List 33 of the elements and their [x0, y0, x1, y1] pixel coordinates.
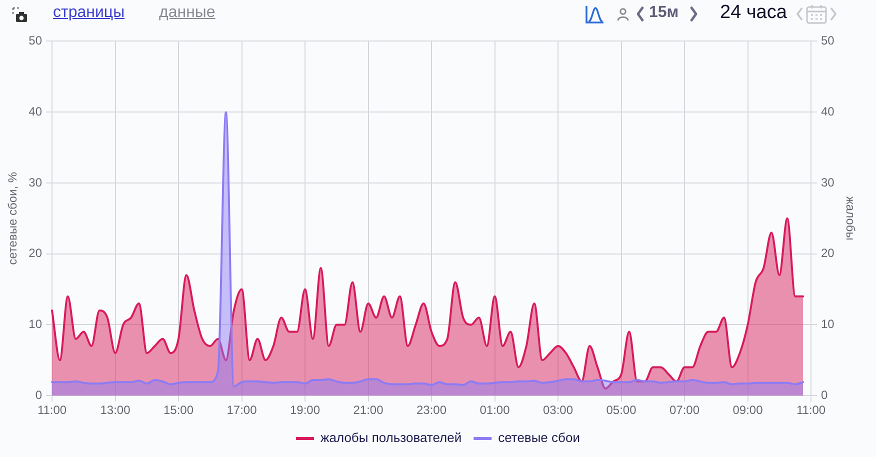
y2-tick-label: 30: [821, 175, 835, 190]
y-tick-label: 10: [28, 317, 42, 332]
y-tick-label: 50: [28, 34, 42, 48]
y-tick-label: 20: [28, 246, 42, 260]
x-tick-label: 11:00: [37, 403, 67, 418]
x-tick-label: 15:00: [163, 403, 194, 418]
y2-tick-label: 20: [821, 246, 835, 260]
x-tick-label: 03:00: [542, 403, 574, 418]
y2-tick-label: 10: [821, 317, 835, 332]
text: 24 часа: [720, 2, 787, 24]
y-axis-title: сетевые сбои, %: [6, 172, 20, 265]
text: страницы: [53, 4, 125, 22]
x-tick-label: 21:00: [353, 403, 384, 418]
x-tick-label: 13:00: [100, 403, 131, 418]
y2-axis-title: жалобы: [843, 196, 858, 240]
x-tick-label: 07:00: [669, 403, 700, 418]
y-tick-label: 30: [28, 175, 42, 190]
x-tick-label: 05:00: [606, 403, 637, 418]
legend-label: жалобы пользователей: [320, 430, 462, 446]
y2-tick-label: 0: [821, 388, 828, 402]
y-tick-label: 40: [28, 104, 42, 118]
legend-label: сетевые сбои: [498, 430, 580, 446]
y-tick-label: 0: [35, 388, 42, 402]
x-tick-label: 19:00: [290, 403, 320, 418]
x-tick-label: 17:00: [226, 403, 258, 418]
text: данные: [159, 4, 216, 22]
y2-tick-label: 40: [821, 104, 835, 118]
x-tick-label: 01:00: [480, 403, 510, 418]
x-tick-label: 23:00: [416, 403, 447, 418]
x-tick-label: 09:00: [732, 403, 764, 418]
y2-tick-label: 50: [821, 34, 835, 48]
text: 15м: [649, 4, 679, 22]
x-tick-label: 11:00: [796, 403, 826, 418]
